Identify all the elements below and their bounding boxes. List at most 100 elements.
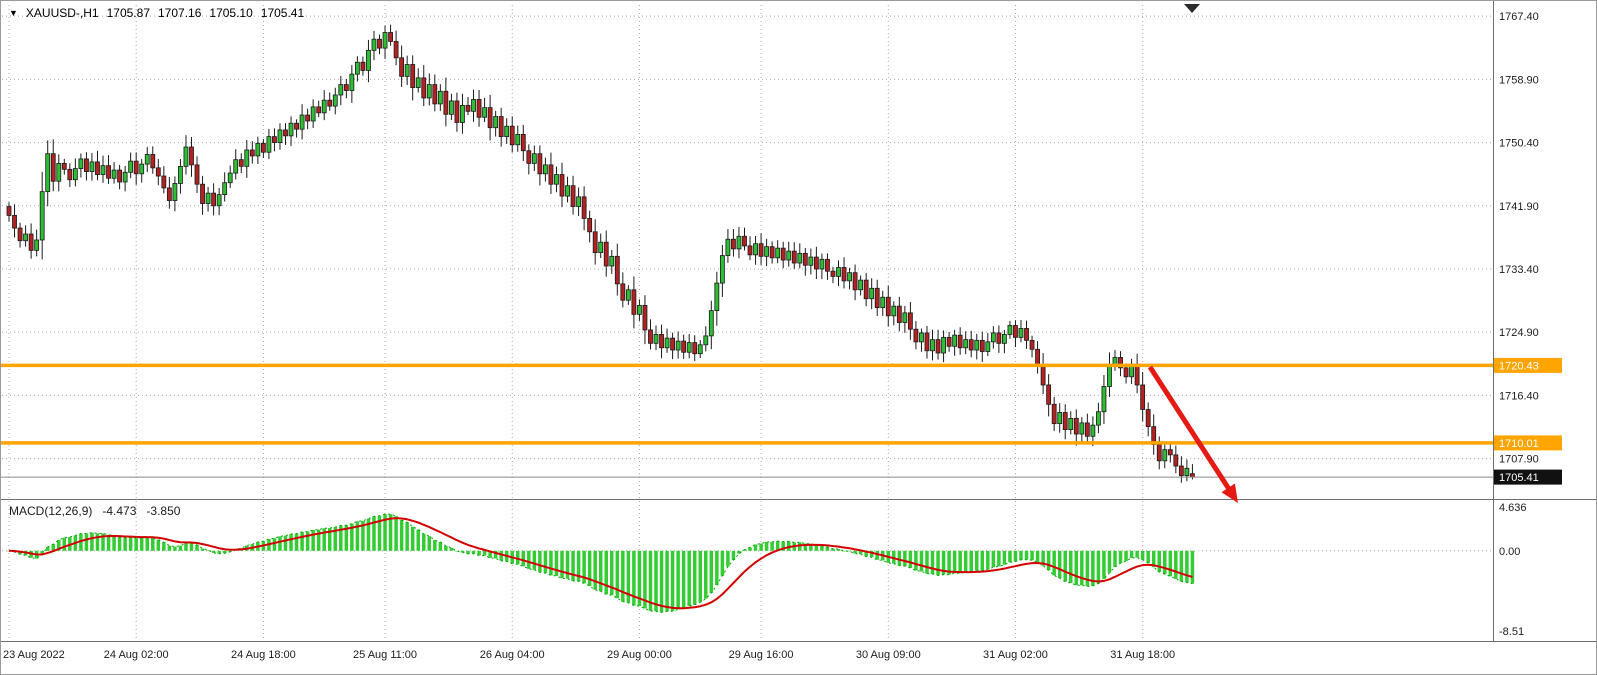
- time-axis[interactable]: [1, 641, 1597, 675]
- macd-bar: [128, 537, 133, 551]
- candle: [100, 165, 106, 175]
- price-axis[interactable]: [1493, 1, 1597, 641]
- candle: [354, 61, 360, 75]
- macd-bar: [1107, 550, 1112, 573]
- macd-bar: [704, 550, 708, 599]
- candle: [554, 174, 559, 185]
- macd-bar: [654, 550, 658, 612]
- macd-bar: [781, 541, 785, 551]
- candle: [791, 250, 797, 264]
- candle: [885, 296, 891, 317]
- macd-bar: [538, 550, 542, 573]
- macd-axis-label: 0.00: [1499, 546, 1520, 558]
- candle: [238, 159, 244, 167]
- candle: [244, 149, 250, 167]
- candle: [150, 154, 156, 169]
- candle: [227, 172, 233, 184]
- macd-bar: [665, 550, 669, 612]
- candle: [714, 282, 720, 312]
- candle: [178, 165, 183, 184]
- macd-bar: [1135, 550, 1139, 558]
- candle: [1123, 367, 1129, 378]
- candle: [1007, 325, 1013, 335]
- trend-arrow-head[interactable]: [1221, 483, 1238, 503]
- macd-bar: [975, 550, 979, 571]
- candle: [343, 84, 349, 91]
- macd-bar: [206, 550, 210, 551]
- symbol-menu-icon[interactable]: ▼: [9, 8, 18, 18]
- candle: [719, 255, 725, 284]
- macd-bar: [1063, 550, 1067, 582]
- macd-bar: [460, 550, 465, 553]
- time-axis-label: 25 Aug 11:00: [353, 649, 417, 661]
- macd-bar: [615, 550, 620, 599]
- macd-bar: [123, 537, 127, 551]
- macd-bar: [57, 540, 61, 551]
- hline-price-tag-text: 1720.43: [1499, 360, 1539, 372]
- candle: [902, 312, 908, 323]
- candle: [39, 191, 45, 241]
- macd-bar: [853, 550, 857, 554]
- candle: [12, 215, 17, 229]
- macd-bar: [521, 550, 526, 567]
- macd-bar: [1046, 550, 1051, 571]
- candle: [1013, 325, 1018, 338]
- candle: [769, 246, 775, 259]
- candle: [1084, 422, 1090, 437]
- candle: [670, 337, 675, 351]
- candle: [913, 328, 919, 343]
- macd-bar: [1069, 550, 1073, 583]
- macd-bar: [1074, 550, 1079, 586]
- candle: [310, 106, 316, 122]
- macd-bar: [173, 546, 177, 551]
- macd-bar: [1008, 550, 1012, 563]
- candle: [294, 122, 299, 130]
- macd-bar: [305, 531, 310, 551]
- macd-bar: [936, 550, 940, 576]
- candle: [1057, 412, 1063, 425]
- candle: [377, 38, 382, 49]
- candle: [471, 99, 476, 112]
- candle: [1018, 328, 1024, 338]
- macd-bar: [670, 550, 675, 612]
- candle: [426, 84, 432, 99]
- macd-bar: [394, 516, 398, 551]
- macd-bar: [350, 523, 354, 551]
- candle: [56, 162, 62, 182]
- candle: [598, 241, 604, 254]
- macd-bar: [930, 550, 935, 575]
- time-axis-label: 30 Aug 09:00: [856, 649, 921, 661]
- candle: [1173, 454, 1179, 467]
- candle: [576, 196, 581, 207]
- candle: [504, 125, 510, 138]
- time-axis-label: 31 Aug 18:00: [1110, 649, 1175, 661]
- macd-bar: [300, 531, 304, 551]
- macd-bar: [632, 550, 636, 606]
- candle: [166, 187, 172, 201]
- candle: [930, 339, 935, 352]
- candle: [211, 192, 217, 207]
- candle: [963, 339, 969, 349]
- candle: [6, 206, 12, 216]
- macd-bar: [477, 550, 481, 556]
- trend-arrow-line[interactable]: [1147, 365, 1235, 496]
- macd-bar: [969, 550, 973, 572]
- hline-price-tag-text: 1710.01: [1499, 438, 1539, 450]
- candles: [6, 24, 1195, 483]
- candle: [509, 125, 515, 146]
- candle: [852, 272, 858, 291]
- macd-bar: [770, 541, 774, 551]
- candle: [299, 114, 305, 130]
- macd-bar: [372, 516, 376, 551]
- macd-bar: [991, 550, 996, 568]
- chart-shift-marker-icon[interactable]: [1184, 4, 1200, 13]
- macd-bar: [139, 538, 144, 551]
- macd-bar: [626, 550, 631, 603]
- macd-main-line: [8, 513, 1193, 613]
- candle: [764, 246, 770, 257]
- candle: [183, 146, 189, 167]
- macd-bar: [184, 543, 188, 551]
- candle: [205, 192, 211, 204]
